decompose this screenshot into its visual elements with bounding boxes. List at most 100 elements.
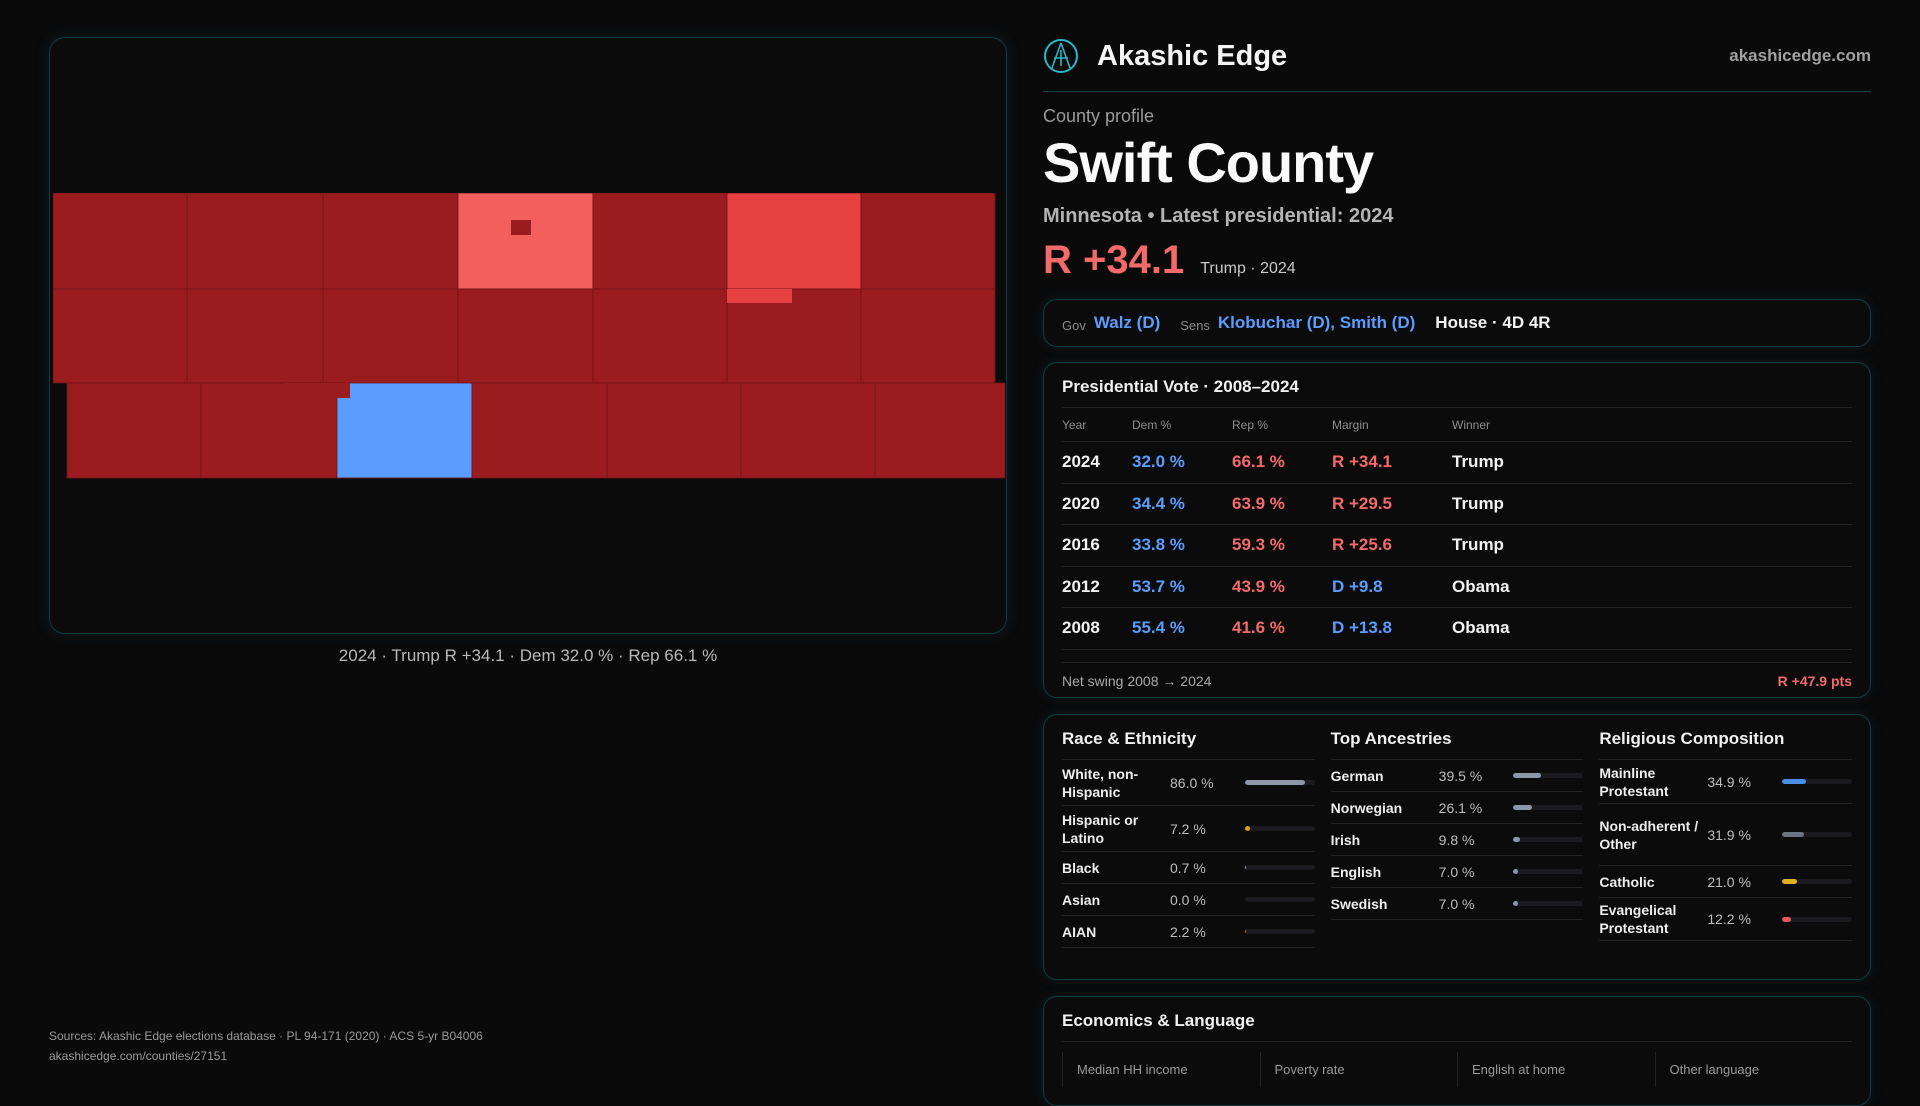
religion-title: Religious Composition — [1599, 729, 1852, 760]
precinct-strong-rep[interactable] — [186, 193, 324, 290]
precinct-strong-rep[interactable] — [874, 382, 1005, 479]
item-value: 86.0 % — [1170, 774, 1214, 791]
precinct-strong-rep[interactable] — [592, 288, 728, 384]
item-value: 21.0 % — [1707, 873, 1751, 890]
headline-margin: R +34.1 Trump · 2024 — [1043, 238, 1871, 283]
item-value: 39.5 % — [1438, 767, 1483, 784]
precinct-strong-rep[interactable] — [322, 288, 459, 384]
item-value: 0.7 % — [1170, 859, 1206, 876]
item-label: German — [1330, 767, 1384, 784]
percent-bar-fill — [1782, 779, 1807, 784]
rep-pct: 43.9 % — [1232, 576, 1285, 596]
site-url-link[interactable]: akashicedge.com — [1729, 46, 1871, 65]
town-precinct[interactable] — [511, 220, 531, 235]
county-permalink[interactable]: akashicedge.com/counties/27151 — [49, 1049, 228, 1063]
map-caption: 2024 · Trump R +34.1 · Dem 32.0 % · Rep … — [338, 646, 718, 665]
percent-bar-fill — [1513, 837, 1521, 842]
item-label: White, non-Hispanic — [1062, 765, 1139, 800]
precinct-boundary-detail — [285, 383, 350, 398]
precinct-dem[interactable] — [336, 382, 473, 479]
economics-title: Economics & Language — [1062, 1011, 1852, 1042]
percent-bar-fill — [1513, 805, 1532, 810]
percent-bar — [1513, 901, 1584, 906]
ancestry-item: English 7.0 % — [1330, 856, 1584, 888]
item-value: 12.2 % — [1707, 911, 1751, 927]
house-delegation: House · 4D 4R — [1435, 313, 1551, 332]
race-item: White, non-Hispanic 86.0 % — [1062, 760, 1315, 806]
race-title: Race & Ethnicity — [1062, 729, 1315, 760]
col-rep: Rep % — [1232, 417, 1269, 432]
swing-value: R +47.9 pts — [1777, 672, 1852, 689]
col-winner: Winner — [1452, 417, 1491, 432]
net-swing: Net swing 2008 → 2024 R +47.9 pts — [1062, 661, 1852, 689]
item-label: Irish — [1330, 831, 1361, 848]
english-home-label: English at home — [1457, 1052, 1655, 1087]
item-value: 0.0 % — [1170, 891, 1206, 908]
religion-section: Religious Composition Mainline Protestant… — [1599, 729, 1852, 965]
item-label: Evangelical Protestant — [1599, 902, 1677, 936]
precinct-strong-rep[interactable] — [860, 288, 996, 384]
precinct-strong-rep[interactable] — [322, 193, 459, 290]
profile-kicker: County profile — [1043, 106, 1155, 126]
col-margin: Margin — [1332, 417, 1369, 432]
precinct-likely-rep[interactable] — [726, 193, 862, 290]
precinct-lean-rep[interactable] — [457, 193, 594, 290]
precinct-strong-rep[interactable] — [740, 382, 876, 479]
rep-pct: 41.6 % — [1232, 618, 1285, 638]
col-year: Year — [1062, 417, 1087, 432]
percent-bar — [1244, 929, 1315, 934]
precinct-map-panel — [49, 37, 1007, 634]
precinct-strong-rep[interactable] — [53, 288, 188, 384]
precinct-strong-rep[interactable] — [200, 382, 338, 479]
religion-item: Non-adherent / Other 31.9 % — [1599, 804, 1852, 866]
brand-name: Akashic Edge — [1097, 39, 1288, 72]
precinct-strong-rep[interactable] — [186, 288, 324, 384]
table-row: 2016 33.8 % 59.3 % R +25.6 Trump — [1062, 525, 1852, 567]
precinct-strong-rep[interactable] — [66, 382, 202, 479]
precinct-strong-rep[interactable] — [53, 193, 188, 290]
percent-bar — [1782, 879, 1852, 884]
year: 2008 — [1062, 618, 1100, 638]
precinct-strong-rep[interactable] — [726, 288, 862, 384]
percent-bar — [1244, 897, 1315, 902]
precinct-strong-rep[interactable] — [860, 193, 996, 290]
percent-bar-fill — [1513, 869, 1519, 874]
race-item: Black 0.7 % — [1062, 852, 1315, 884]
header-divider — [1043, 91, 1871, 92]
precinct-strong-rep[interactable] — [592, 193, 728, 290]
swing-label: Net swing 2008 → 2024 — [1062, 672, 1212, 689]
rep-pct: 66.1 % — [1232, 452, 1285, 472]
percent-bar-fill — [1244, 780, 1305, 785]
dem-pct: 34.4 % — [1132, 493, 1185, 513]
margin: R +34.1 — [1332, 452, 1393, 472]
percent-bar — [1782, 832, 1852, 837]
margin-value: R +34.1 — [1043, 238, 1185, 282]
margin: D +13.8 — [1332, 618, 1393, 638]
governor: Walz (D) — [1093, 313, 1161, 332]
dem-pct: 53.7 % — [1132, 576, 1185, 596]
percent-bar — [1782, 916, 1852, 922]
item-value: 34.9 % — [1707, 773, 1751, 790]
winner: Obama — [1452, 618, 1510, 638]
item-label: Catholic — [1599, 873, 1655, 890]
precinct-map[interactable] — [53, 193, 1005, 483]
sources-footer: Sources: Akashic Edge elections database… — [49, 1026, 483, 1066]
precinct-strong-rep[interactable] — [471, 382, 608, 479]
col-dem: Dem % — [1132, 417, 1172, 432]
item-label: Non-adherent / Other — [1599, 817, 1699, 852]
precinct-strong-rep[interactable] — [457, 288, 594, 384]
precinct-strong-rep[interactable] — [606, 382, 742, 479]
percent-bar — [1513, 837, 1584, 842]
item-label: AIAN — [1062, 923, 1097, 940]
senators: Klobuchar (D), Smith (D) — [1217, 313, 1416, 332]
table-row: 2008 55.4 % 41.6 % D +13.8 Obama — [1062, 608, 1852, 650]
winner: Trump — [1452, 535, 1504, 555]
margin: R +29.5 — [1332, 493, 1393, 513]
winner: Obama — [1452, 576, 1510, 596]
ancestry-section: Top Ancestries German 39.5 % Norwegian 26… — [1330, 729, 1584, 965]
item-value: 7.0 % — [1438, 895, 1475, 912]
presidential-vote-card: Presidential Vote · 2008–2024 Year Dem %… — [1043, 362, 1871, 698]
religion-item: Mainline Protestant 34.9 % — [1599, 760, 1852, 804]
percent-bar-fill — [1513, 773, 1541, 778]
year: 2020 — [1062, 493, 1100, 513]
